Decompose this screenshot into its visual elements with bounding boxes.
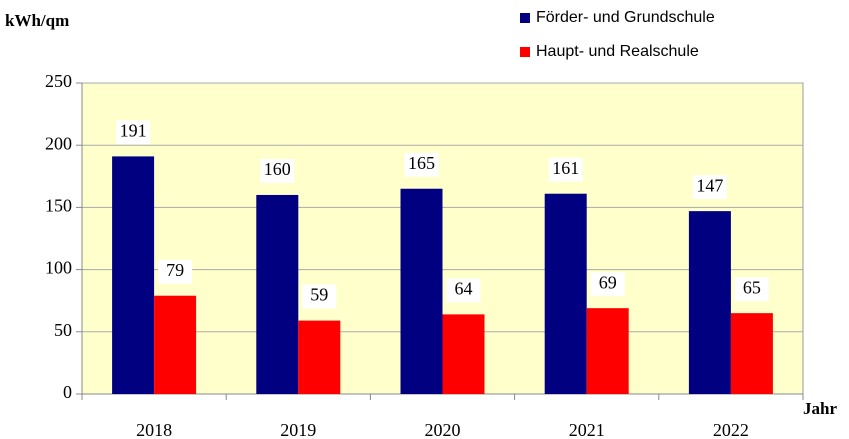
data-label: 165	[408, 153, 435, 173]
legend-label: Haupt- und Realschule	[536, 43, 699, 60]
data-label: 59	[310, 285, 328, 305]
x-tick-label: 2022	[713, 420, 749, 439]
y-axis-label: kWh/qm	[5, 11, 69, 30]
data-label: 191	[120, 121, 147, 141]
data-label: 160	[264, 159, 291, 179]
data-label: 147	[696, 175, 723, 195]
y-tick-label: 250	[45, 71, 72, 91]
data-label: 65	[743, 277, 761, 297]
bar	[544, 193, 587, 394]
bar	[112, 156, 155, 394]
x-tick-label: 2018	[136, 420, 172, 439]
legend-label: Förder- und Grundschule	[536, 9, 715, 26]
legend-swatch	[520, 47, 530, 57]
y-tick-label: 200	[45, 133, 72, 153]
x-axis-label: Jahr	[803, 399, 837, 418]
bar	[256, 194, 299, 394]
bar	[400, 188, 443, 394]
data-label-bg	[446, 278, 481, 303]
data-label: 79	[166, 260, 184, 280]
data-label-bg	[116, 120, 151, 145]
y-tick-label: 0	[63, 382, 72, 402]
bar	[442, 314, 485, 394]
bar	[730, 313, 773, 394]
data-label-bg	[692, 175, 727, 200]
data-label-bg	[548, 157, 583, 182]
data-label-bg	[590, 272, 625, 297]
data-label-bg	[734, 277, 769, 302]
x-tick-label: 2020	[425, 420, 461, 439]
data-label: 161	[552, 158, 579, 178]
bar	[298, 320, 341, 394]
data-label-bg	[404, 152, 439, 177]
y-tick-label: 50	[54, 320, 72, 340]
x-tick-label: 2021	[569, 420, 605, 439]
bar	[586, 308, 629, 394]
bar	[688, 211, 731, 394]
x-tick-label: 2019	[280, 420, 316, 439]
bar	[154, 295, 197, 394]
legend-swatch	[520, 13, 530, 23]
y-tick-label: 100	[45, 258, 72, 278]
data-label-bg	[158, 259, 193, 284]
data-label-bg	[302, 284, 337, 309]
y-tick-label: 150	[45, 196, 72, 216]
data-label: 64	[455, 279, 473, 299]
data-label-bg	[260, 158, 295, 183]
data-label: 69	[599, 272, 617, 292]
